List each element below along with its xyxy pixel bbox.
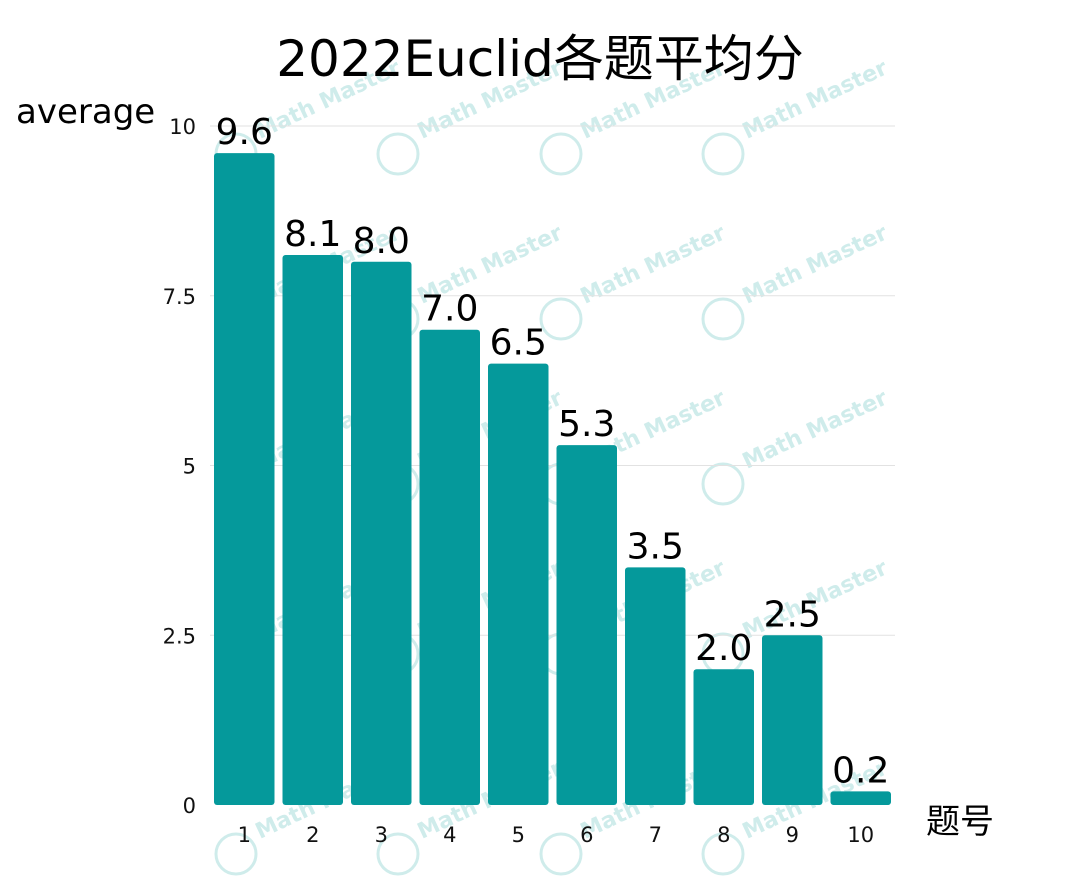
x-tick-label: 9 xyxy=(786,823,799,847)
bar xyxy=(282,255,343,805)
x-tick-label: 8 xyxy=(717,823,730,847)
bar xyxy=(351,261,412,805)
chart-title: 2022Euclid各题平均分 xyxy=(276,30,804,88)
y-tick-label: 5 xyxy=(183,455,196,479)
x-tick-label: 6 xyxy=(580,823,593,847)
bar xyxy=(556,445,617,805)
bar xyxy=(830,791,891,805)
y-axis-label: average xyxy=(16,92,155,132)
data-label: 7.0 xyxy=(421,289,478,330)
y-tick-label: 0 xyxy=(183,794,196,818)
data-label: 0.2 xyxy=(832,750,889,791)
y-tick-label: 7.5 xyxy=(163,285,196,309)
data-label: 5.3 xyxy=(558,404,615,445)
data-label: 9.6 xyxy=(216,112,273,153)
bar xyxy=(625,567,686,805)
data-label: 8.0 xyxy=(353,221,410,262)
x-axis-label: 题号 xyxy=(926,802,994,842)
x-tick-label: 1 xyxy=(238,823,251,847)
watermark-logo: Math Master xyxy=(701,221,892,341)
x-tick-label: 3 xyxy=(375,823,388,847)
bar xyxy=(762,635,823,805)
x-tick-labels: 1 2 3 4 5 6 7 8 9 10 xyxy=(238,823,875,847)
data-label: 8.1 xyxy=(284,214,341,255)
x-tick-label: 7 xyxy=(649,823,662,847)
x-tick-label: 2 xyxy=(306,823,319,847)
watermark-logo: Math Master xyxy=(701,386,892,506)
svg-text:Math Master: Math Master xyxy=(739,221,892,310)
data-label: 2.0 xyxy=(695,628,752,669)
data-labels: 9.6 8.1 8.0 7.0 6.5 5.3 3.5 2.0 2.5 0.2 xyxy=(216,112,890,791)
bar xyxy=(488,363,549,805)
bar xyxy=(214,153,275,805)
x-tick-label: 5 xyxy=(512,823,525,847)
watermark-logo: Math Master xyxy=(539,221,730,341)
svg-text:Math Master: Math Master xyxy=(577,221,730,310)
x-tick-label: 10 xyxy=(847,823,874,847)
svg-text:Math Master: Math Master xyxy=(739,386,892,475)
y-tick-label: 2.5 xyxy=(163,624,196,648)
x-tick-label: 4 xyxy=(443,823,456,847)
y-tick-label: 10 xyxy=(169,115,196,139)
data-label: 3.5 xyxy=(627,526,684,567)
bar xyxy=(419,329,480,805)
bars xyxy=(214,153,891,805)
bar xyxy=(693,669,754,805)
data-label: 6.5 xyxy=(490,323,547,364)
data-label: 2.5 xyxy=(764,594,821,635)
y-tick-labels: 0 2.5 5 7.5 10 xyxy=(163,115,196,818)
